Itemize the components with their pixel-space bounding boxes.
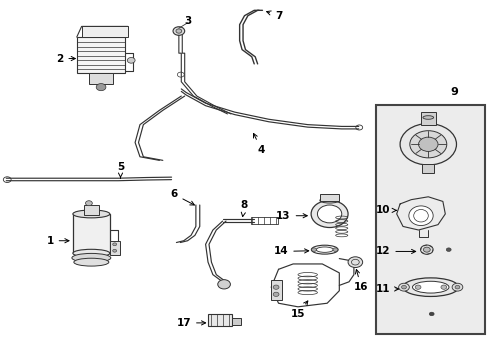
Text: 10: 10 <box>375 205 396 215</box>
Bar <box>420 112 435 125</box>
Circle shape <box>113 243 116 246</box>
Ellipse shape <box>72 253 111 262</box>
Circle shape <box>113 249 116 252</box>
Bar <box>81 26 127 37</box>
Text: 8: 8 <box>241 200 247 217</box>
Text: 9: 9 <box>449 87 458 98</box>
Circle shape <box>420 245 432 254</box>
Circle shape <box>85 201 92 206</box>
Ellipse shape <box>402 278 458 296</box>
Bar <box>271 280 282 300</box>
Bar <box>110 241 119 255</box>
Text: 11: 11 <box>375 284 398 294</box>
Bar <box>89 73 113 84</box>
Ellipse shape <box>316 247 332 252</box>
Ellipse shape <box>422 116 433 119</box>
Circle shape <box>273 285 279 289</box>
Circle shape <box>399 123 456 165</box>
Bar <box>250 217 277 224</box>
Circle shape <box>347 257 362 267</box>
Text: 1: 1 <box>46 236 69 246</box>
Bar <box>232 318 241 325</box>
Text: 2: 2 <box>56 54 75 64</box>
Text: 14: 14 <box>273 247 308 256</box>
Ellipse shape <box>73 249 110 257</box>
Ellipse shape <box>73 210 110 218</box>
Text: 17: 17 <box>176 318 205 328</box>
Circle shape <box>173 27 184 35</box>
Circle shape <box>310 201 347 228</box>
Circle shape <box>401 285 406 289</box>
Circle shape <box>418 137 437 152</box>
Circle shape <box>273 292 279 296</box>
Circle shape <box>428 312 433 316</box>
Bar <box>207 314 232 327</box>
Circle shape <box>176 29 182 33</box>
Circle shape <box>451 283 462 291</box>
Bar <box>422 164 433 173</box>
Circle shape <box>446 248 450 251</box>
Circle shape <box>414 285 420 289</box>
Bar <box>84 205 99 215</box>
Text: 3: 3 <box>183 16 191 26</box>
Text: 4: 4 <box>253 134 264 155</box>
Ellipse shape <box>74 258 109 266</box>
Text: 6: 6 <box>170 189 194 205</box>
Text: 7: 7 <box>266 11 282 21</box>
Circle shape <box>317 205 341 223</box>
Ellipse shape <box>412 281 448 293</box>
Circle shape <box>217 280 230 289</box>
Text: 15: 15 <box>290 301 307 319</box>
Circle shape <box>311 248 316 251</box>
Text: 12: 12 <box>375 247 415 256</box>
Bar <box>73 214 110 253</box>
Bar <box>319 194 339 202</box>
Circle shape <box>409 131 446 158</box>
Ellipse shape <box>311 245 337 254</box>
Circle shape <box>398 283 408 291</box>
Bar <box>77 37 125 73</box>
Text: 13: 13 <box>276 211 306 221</box>
Text: 5: 5 <box>117 162 124 178</box>
Circle shape <box>454 285 459 289</box>
Circle shape <box>96 84 106 91</box>
Bar <box>375 105 484 334</box>
Circle shape <box>423 247 429 252</box>
Text: 16: 16 <box>353 270 367 292</box>
Ellipse shape <box>408 206 432 226</box>
Circle shape <box>440 285 446 289</box>
Circle shape <box>332 248 337 251</box>
Circle shape <box>127 58 135 63</box>
Ellipse shape <box>319 198 339 203</box>
